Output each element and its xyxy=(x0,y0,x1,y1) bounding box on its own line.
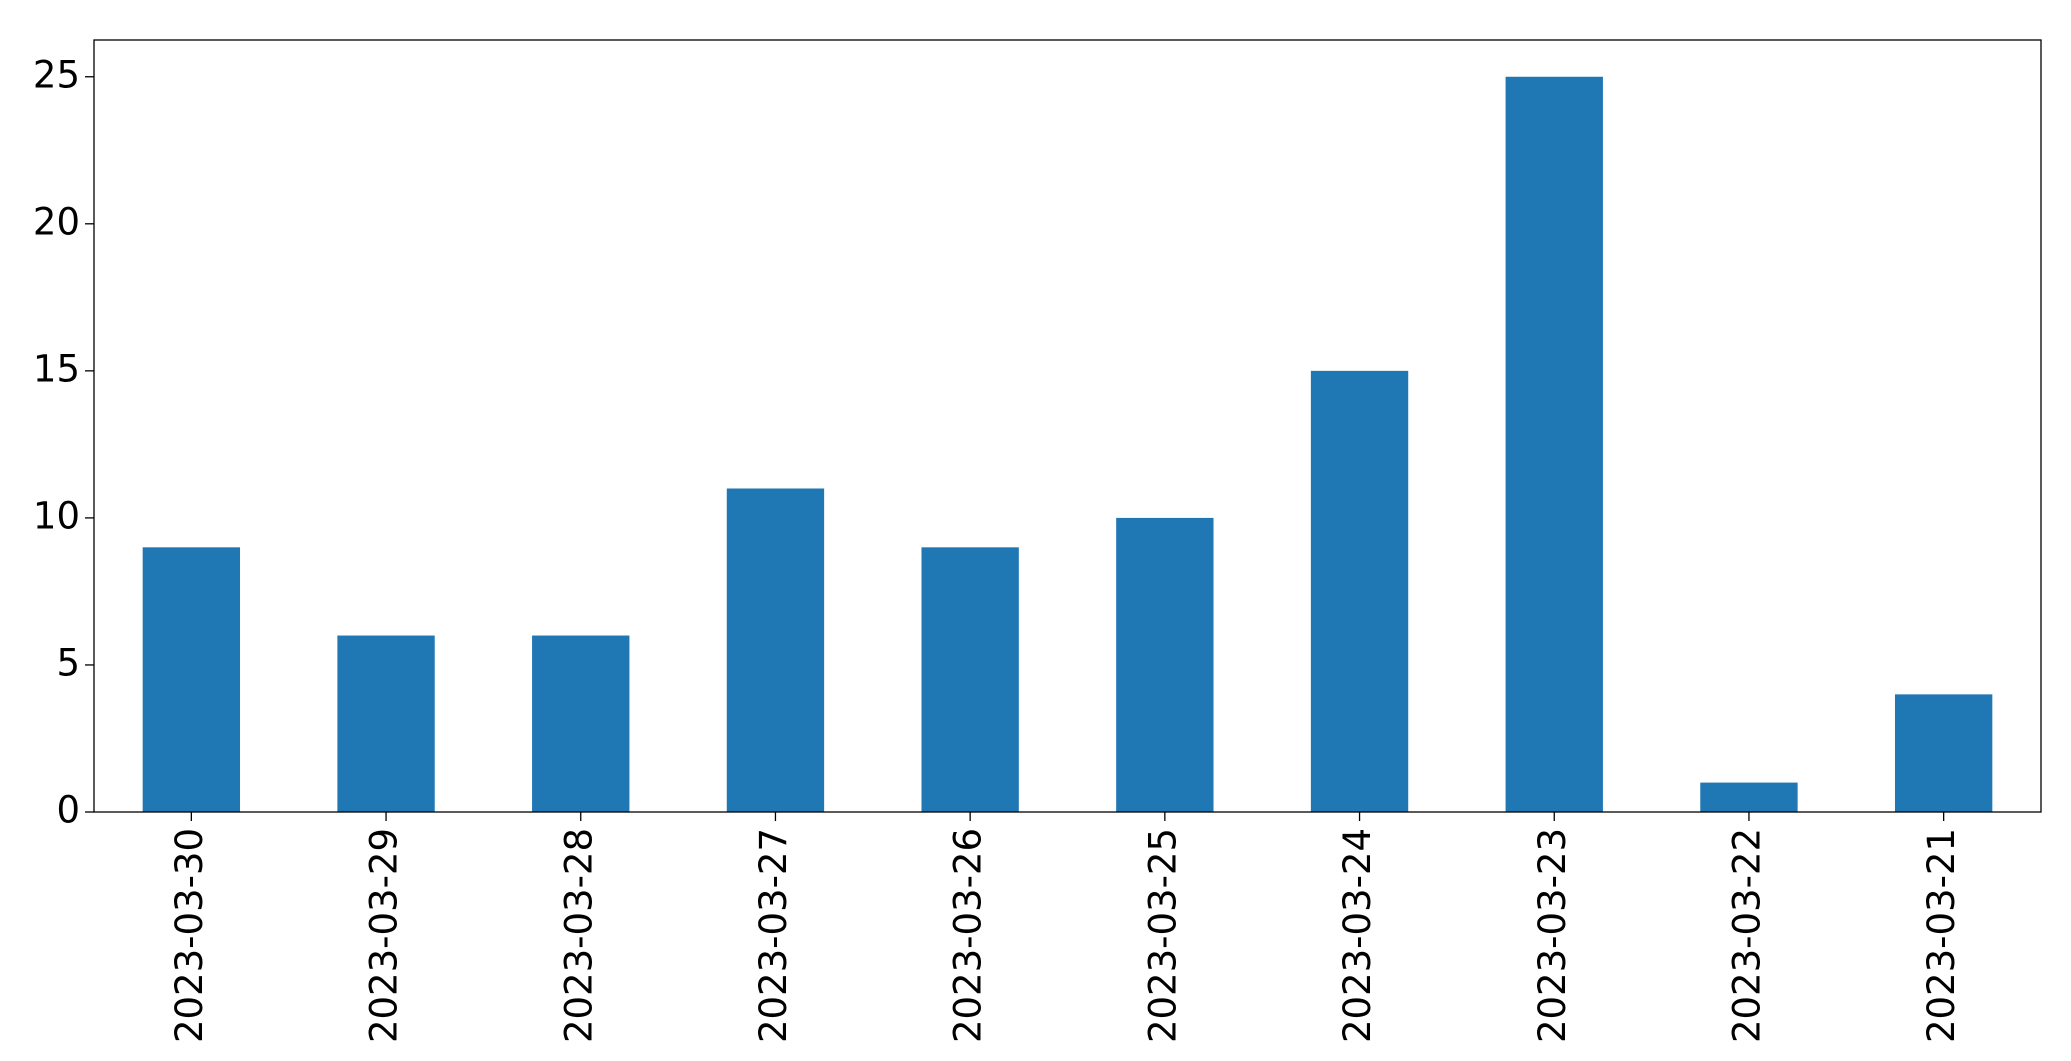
x-tick-label: 2023-03-23 xyxy=(1531,828,1574,1043)
x-tick-label: 2023-03-28 xyxy=(557,828,600,1043)
bar xyxy=(1116,517,1214,812)
x-tick-label: 2023-03-26 xyxy=(947,828,990,1043)
bar xyxy=(532,635,630,812)
x-tick-label: 2023-03-30 xyxy=(168,828,211,1043)
bar xyxy=(921,547,1019,812)
x-tick-label: 2023-03-21 xyxy=(1920,828,1963,1043)
bar xyxy=(337,635,435,812)
bar xyxy=(1505,76,1603,812)
y-tick-label: 5 xyxy=(56,641,80,684)
bar xyxy=(1310,370,1409,812)
x-tick-label: 2023-03-24 xyxy=(1336,828,1379,1043)
y-tick-label: 15 xyxy=(33,347,80,390)
y-tick-label: 20 xyxy=(33,200,80,243)
bar xyxy=(1700,782,1798,812)
bar xyxy=(142,547,241,812)
x-tick-label: 2023-03-25 xyxy=(1141,828,1184,1043)
y-tick-label: 25 xyxy=(33,53,80,96)
y-tick-label: 10 xyxy=(33,494,80,537)
x-tick-label: 2023-03-27 xyxy=(752,828,795,1043)
y-tick-label: 0 xyxy=(56,789,80,832)
x-tick-label: 2023-03-29 xyxy=(363,828,406,1043)
bar xyxy=(726,488,825,812)
bar xyxy=(1894,694,1993,812)
x-tick-label: 2023-03-22 xyxy=(1725,828,1768,1043)
plot-frame xyxy=(93,39,2042,813)
